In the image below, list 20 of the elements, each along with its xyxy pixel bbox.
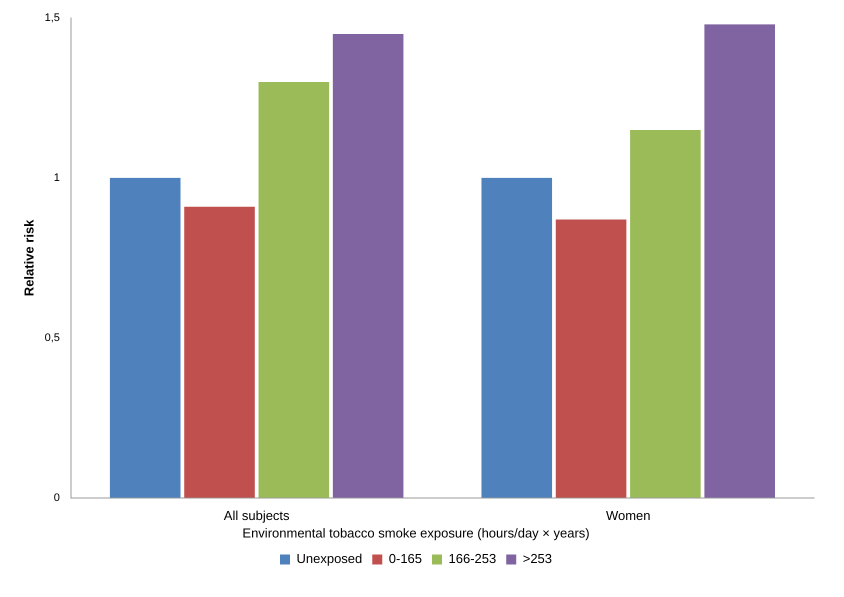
y-tick-label: 0 bbox=[54, 492, 60, 504]
y-axis-title: Relative risk bbox=[21, 218, 36, 296]
bar bbox=[704, 24, 775, 498]
bar bbox=[258, 82, 330, 498]
y-tick-label: 1 bbox=[54, 172, 60, 184]
x-tick-label: Women bbox=[606, 508, 651, 524]
bar bbox=[481, 178, 552, 498]
bar bbox=[110, 178, 180, 498]
bar bbox=[630, 130, 701, 498]
legend-label: 166-253 bbox=[448, 551, 496, 566]
legend-title: Environmental tobacco smoke exposure (hours/day × years) bbox=[242, 525, 590, 540]
x-tick-label: All subjects bbox=[224, 508, 290, 524]
legend-label: 0-165 bbox=[388, 551, 422, 566]
bar bbox=[556, 220, 626, 498]
bar bbox=[332, 34, 404, 498]
legend-label: >253 bbox=[522, 551, 552, 566]
bar bbox=[184, 206, 255, 498]
y-tick-label: 0,5 bbox=[44, 332, 60, 344]
legend-label: Unexposed bbox=[296, 551, 362, 566]
y-tick-label: 1,5 bbox=[44, 12, 60, 24]
